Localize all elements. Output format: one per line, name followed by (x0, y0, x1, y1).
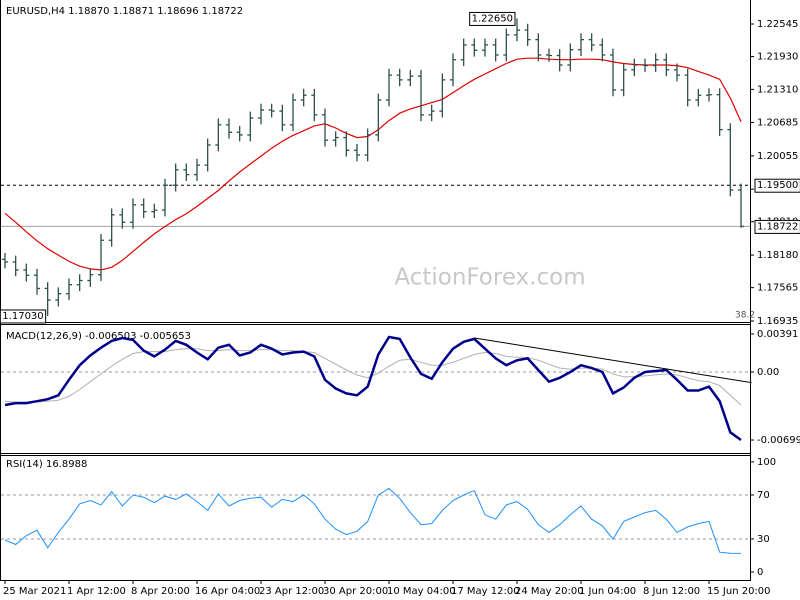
rsi-header: RSI(14) 16.8988 (6, 459, 87, 470)
y-tick-label: 1.21930 (757, 52, 798, 63)
price-annotation-group: 1.17030 (0, 309, 47, 324)
y-tick-label: 1.20055 (757, 151, 798, 162)
watermark: ActionForex.com (394, 265, 585, 291)
y-tick-label: 1.22545 (757, 19, 798, 30)
level-label-group: 1.19500 (754, 178, 800, 193)
y-tick-label: 30 (757, 534, 770, 545)
x-tick-label: 24 May 20:00 (515, 586, 584, 597)
y-tick-label: 1.16935 (757, 316, 798, 327)
y-tick-label: 0 (757, 567, 763, 578)
level-label-box (754, 178, 800, 193)
current-price-label: 1.18722 (757, 221, 798, 232)
price-annotation-box (0, 309, 47, 324)
x-tick-label: 8 Jun 12:00 (643, 586, 700, 597)
x-tick-label: 15 Jun 20:00 (707, 586, 771, 597)
x-tick-label: 8 Apr 20:00 (131, 586, 190, 597)
x-tick-label: 25 Mar 2021 (3, 586, 66, 597)
moving-average (4, 57, 742, 271)
trendline (474, 337, 752, 384)
x-tick-label: 16 Apr 04:00 (195, 586, 260, 597)
price-annotation-box (469, 11, 516, 26)
y-tick-label: 1.18180 (757, 250, 798, 261)
macd-line (4, 348, 742, 406)
price-header: EURUSD,H4 1.18870 1.18871 1.18696 1.1872… (6, 6, 243, 17)
x-tick-label: 23 Apr 12:00 (259, 586, 324, 597)
current-price-label-box (754, 219, 800, 234)
price-annotation: 1.22650 (472, 13, 513, 24)
y-tick-label: 0.00391 (757, 329, 798, 340)
x-tick-label: 10 May 04:00 (387, 586, 456, 597)
rsi-line (4, 487, 742, 554)
price-annotation-group: 1.22650 (469, 11, 516, 26)
y-tick-label: -0.006998 (757, 435, 800, 446)
y-tick-label: 0.00 (757, 367, 779, 378)
y-tick-label: 1.21310 (757, 84, 798, 95)
x-tick-label: 17 May 12:00 (451, 586, 520, 597)
y-tick-label: 70 (757, 490, 770, 501)
y-tick-label: 1.20685 (757, 117, 798, 128)
x-tick-label: 1 Apr 12:00 (67, 586, 126, 597)
macd-header: MACD(12,26,9) -0.006503 -0.005653 (6, 331, 191, 342)
y-tick-label: 100 (757, 457, 776, 468)
level-label: 1.19500 (757, 180, 798, 191)
macd-line (4, 335, 742, 442)
y-tick-label: 1.17565 (757, 283, 798, 294)
x-tick-label: 1 Jun 04:00 (579, 586, 636, 597)
fib-label: 38.2 (735, 311, 755, 321)
price-annotation: 1.17030 (2, 311, 43, 322)
x-tick-label: 30 Apr 20:00 (323, 586, 388, 597)
current-price-label-group: 1.18722 (754, 219, 800, 234)
